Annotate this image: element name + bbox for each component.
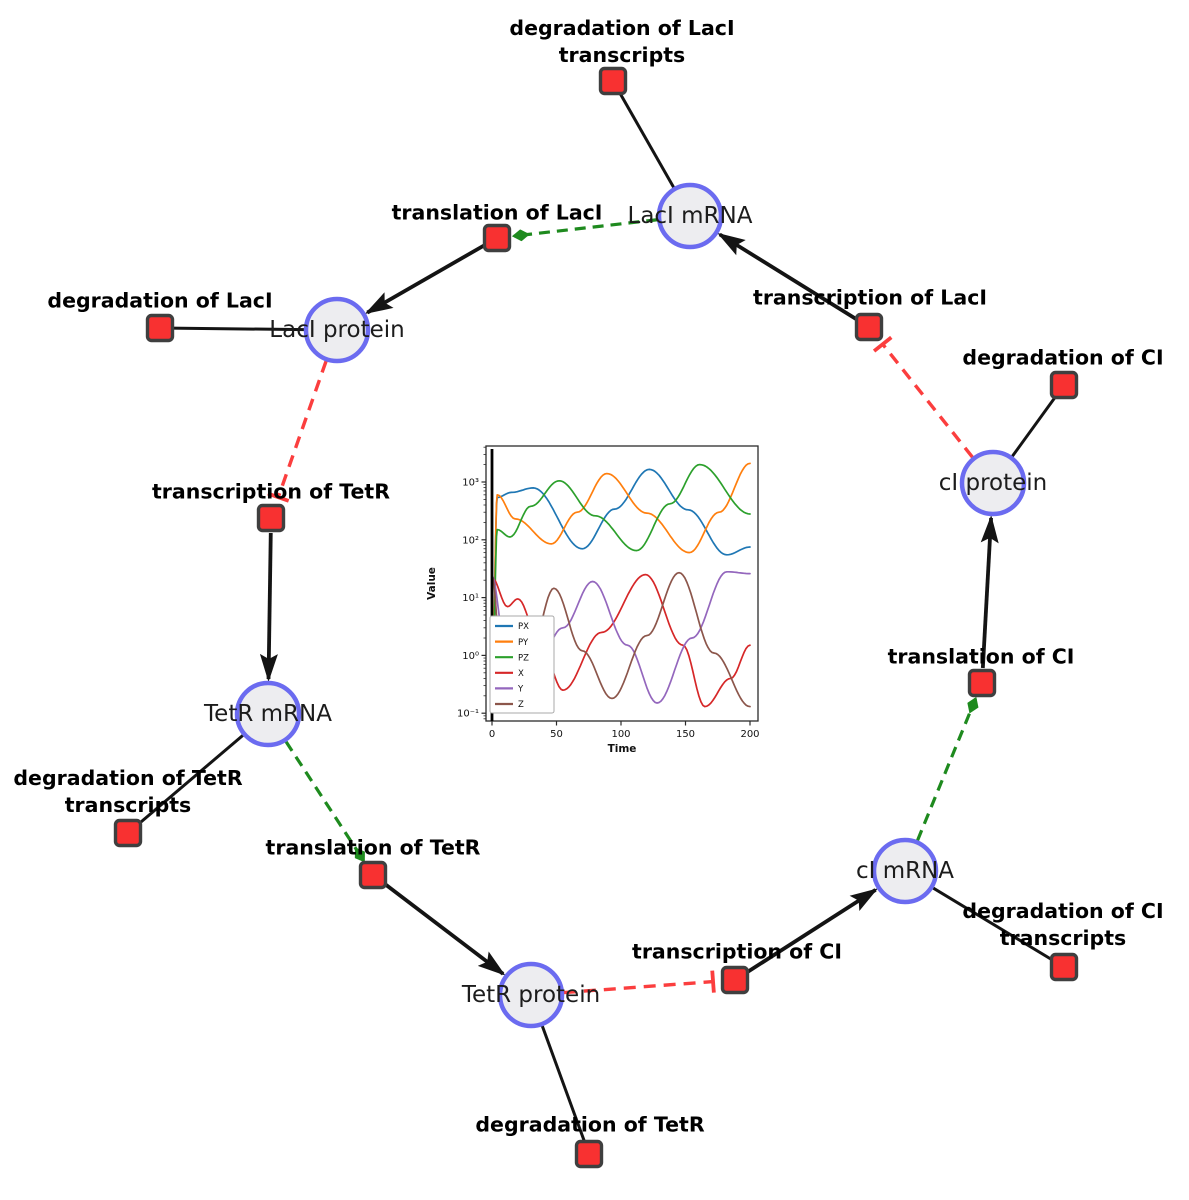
y-tick-label: 10³: [462, 478, 479, 489]
species-node-laci-mrna[interactable]: [656, 182, 724, 250]
edge-translation-ci-ci-protein: [980, 514, 999, 669]
legend-entry-X: X: [518, 669, 524, 679]
edge-transcription-laci-laci-mrna: [717, 232, 858, 321]
edge-ci-protein-transcription-laci-tbar: [872, 335, 893, 353]
species-node-tetr-protein[interactable]: [497, 961, 565, 1029]
series-line-PY: [491, 462, 751, 710]
edge-laci-mrna-translation-laci: [511, 218, 658, 242]
series-line-PX: [491, 468, 751, 710]
legend-entry-Z: Z: [518, 700, 524, 710]
reaction-node-transcription-tetr[interactable]: [256, 503, 286, 533]
species-node-tetr-mrna[interactable]: [234, 680, 302, 748]
reaction-node-translation-laci[interactable]: [482, 223, 512, 253]
edge-laci-protein-transcription-tetr-tbar: [267, 491, 290, 503]
x-tick-label: 0: [489, 729, 495, 740]
edge-ci-mrna-deg-ci-transcripts: [932, 886, 1065, 969]
legend-entry-Y: Y: [517, 685, 524, 695]
x-tick-label: 200: [740, 729, 759, 740]
reaction-node-deg-tetr[interactable]: [574, 1139, 604, 1169]
reaction-node-deg-ci-transcripts[interactable]: [1049, 952, 1079, 982]
x-tick-label: 50: [550, 729, 563, 740]
plot-legend: PX PY PZ XYZ: [489, 615, 555, 714]
edge-laci-protein-transcription-tetr: [276, 360, 328, 498]
y-tick-label: 10¹: [462, 593, 479, 604]
reaction-node-deg-tetr-transcripts[interactable]: [113, 818, 143, 848]
simulation-plot: 10⁻¹ 10⁰ 10¹ 10² 10³ 0 50 100 150 200 Time Value PX P…: [420, 437, 770, 767]
x-axis-label: Time: [608, 743, 637, 755]
y-tick-label: 10⁰: [462, 651, 479, 662]
edge-tetr-mrna-translation-tetr: [284, 740, 366, 863]
reaction-node-deg-laci[interactable]: [145, 313, 175, 343]
edge-translation-laci-laci-protein: [364, 243, 485, 315]
edge-transcription-tetr-tetr-mrna: [259, 532, 278, 683]
edge-tetr-protein-transcription-ci-tbar: [710, 970, 716, 993]
y-tick-label: 10⁻¹: [457, 709, 479, 720]
reaction-node-deg-ci[interactable]: [1049, 370, 1079, 400]
x-tick-label: 100: [611, 729, 630, 740]
edge-transcription-ci-ci-mrna: [746, 888, 879, 974]
reaction-node-translation-tetr[interactable]: [358, 860, 388, 890]
legend-entry-PX: PX: [518, 622, 529, 632]
species-node-ci-mrna[interactable]: [871, 837, 939, 905]
series-line-PZ: [491, 463, 751, 710]
x-tick-label: 150: [676, 729, 695, 740]
edge-laci-mrna-deg-laci-transcripts: [611, 80, 675, 189]
y-tick-label: 10²: [462, 535, 479, 546]
reaction-node-deg-laci-transcripts[interactable]: [598, 66, 628, 96]
edge-ci-mrna-translation-ci: [916, 696, 979, 842]
species-node-laci-protein[interactable]: [303, 296, 371, 364]
edge-tetr-protein-deg-tetr: [540, 1025, 591, 1155]
y-axis-label: Value: [426, 567, 438, 600]
edge-translation-tetr-tetr-protein: [383, 882, 506, 976]
edge-laci-protein-deg-laci: [159, 326, 305, 332]
edge-tetr-protein-transcription-ci: [563, 979, 714, 995]
legend-entry-PZ: PZ: [518, 653, 529, 663]
reaction-node-translation-ci[interactable]: [967, 668, 997, 698]
edge-tetr-mrna-deg-tetr-transcripts: [127, 734, 244, 835]
legend-entry-PY: PY: [518, 638, 529, 648]
reaction-node-transcription-laci[interactable]: [854, 312, 884, 342]
species-node-ci-protein[interactable]: [959, 449, 1027, 517]
reaction-node-transcription-ci[interactable]: [720, 965, 750, 995]
edge-ci-protein-transcription-laci: [881, 343, 974, 459]
